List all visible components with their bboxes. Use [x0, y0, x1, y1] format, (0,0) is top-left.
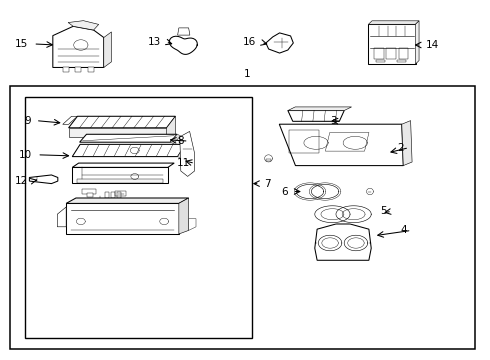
Bar: [24, 97, 252, 338]
Polygon shape: [279, 124, 403, 166]
Polygon shape: [69, 128, 167, 137]
Polygon shape: [177, 144, 192, 159]
Polygon shape: [296, 184, 324, 199]
Text: 5: 5: [380, 206, 387, 216]
Polygon shape: [315, 224, 371, 260]
Polygon shape: [368, 24, 416, 64]
Polygon shape: [288, 111, 344, 121]
Bar: [10, 86, 475, 349]
Polygon shape: [336, 206, 371, 222]
Text: 6: 6: [281, 186, 288, 197]
Polygon shape: [266, 159, 271, 161]
Polygon shape: [75, 67, 81, 72]
Polygon shape: [167, 116, 175, 137]
Polygon shape: [311, 184, 339, 199]
Polygon shape: [171, 134, 181, 144]
Text: 8: 8: [177, 136, 184, 146]
Polygon shape: [288, 107, 352, 111]
Polygon shape: [66, 198, 189, 203]
Polygon shape: [368, 21, 419, 24]
Text: 10: 10: [19, 150, 32, 160]
Polygon shape: [87, 193, 93, 197]
Polygon shape: [68, 21, 98, 30]
Text: 9: 9: [24, 116, 31, 126]
Text: 7: 7: [265, 179, 271, 189]
Polygon shape: [77, 179, 163, 183]
Text: 12: 12: [15, 176, 28, 186]
Text: 15: 15: [15, 39, 28, 49]
Polygon shape: [315, 206, 350, 222]
Polygon shape: [66, 203, 179, 234]
Text: 13: 13: [147, 37, 161, 47]
Text: 16: 16: [243, 37, 256, 48]
Polygon shape: [97, 200, 104, 203]
Polygon shape: [170, 36, 197, 54]
Polygon shape: [63, 67, 69, 72]
Text: 11: 11: [177, 158, 190, 168]
Polygon shape: [79, 134, 177, 142]
Polygon shape: [180, 131, 195, 176]
Text: 3: 3: [330, 116, 337, 126]
Polygon shape: [189, 219, 196, 230]
Text: 1: 1: [244, 69, 251, 79]
Polygon shape: [88, 67, 94, 72]
Text: 4: 4: [400, 225, 407, 235]
Polygon shape: [69, 116, 175, 128]
Polygon shape: [29, 175, 58, 184]
Polygon shape: [73, 167, 168, 183]
Polygon shape: [53, 26, 104, 67]
Polygon shape: [177, 28, 190, 35]
Polygon shape: [115, 191, 126, 196]
Polygon shape: [73, 144, 185, 157]
Polygon shape: [57, 207, 66, 227]
Text: 2: 2: [397, 143, 404, 153]
Polygon shape: [402, 121, 412, 166]
Polygon shape: [82, 189, 96, 194]
Polygon shape: [179, 198, 189, 234]
Text: 14: 14: [426, 40, 440, 50]
Polygon shape: [104, 32, 111, 67]
Polygon shape: [73, 163, 174, 167]
Polygon shape: [266, 33, 294, 53]
Polygon shape: [416, 21, 419, 64]
Polygon shape: [63, 116, 77, 124]
